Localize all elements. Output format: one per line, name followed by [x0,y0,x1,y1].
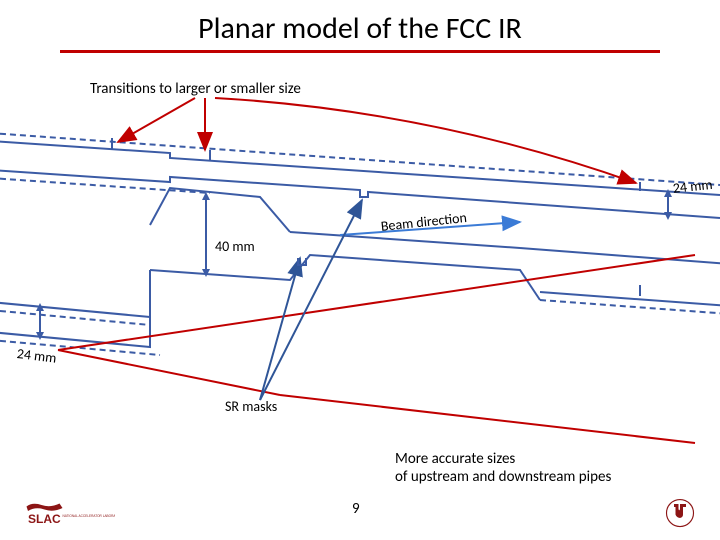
slac-logo: SLAC NATIONAL ACCELERATOR LABORATORY [25,500,115,528]
footer-line-2: of upstream and downstream pipes [395,468,611,486]
page-number: 9 [352,500,360,518]
svg-text:NATIONAL ACCELERATOR LABORATOR: NATIONAL ACCELERATOR LABORATORY [63,514,116,518]
stanford-logo [665,498,695,528]
planar-diagram [0,0,720,540]
dim-40mm-label: 40 mm [215,238,255,255]
sr-masks-label: SR masks [225,398,277,415]
svg-text:SLAC: SLAC [28,512,61,526]
footer-line-1: More accurate sizes [395,450,515,468]
